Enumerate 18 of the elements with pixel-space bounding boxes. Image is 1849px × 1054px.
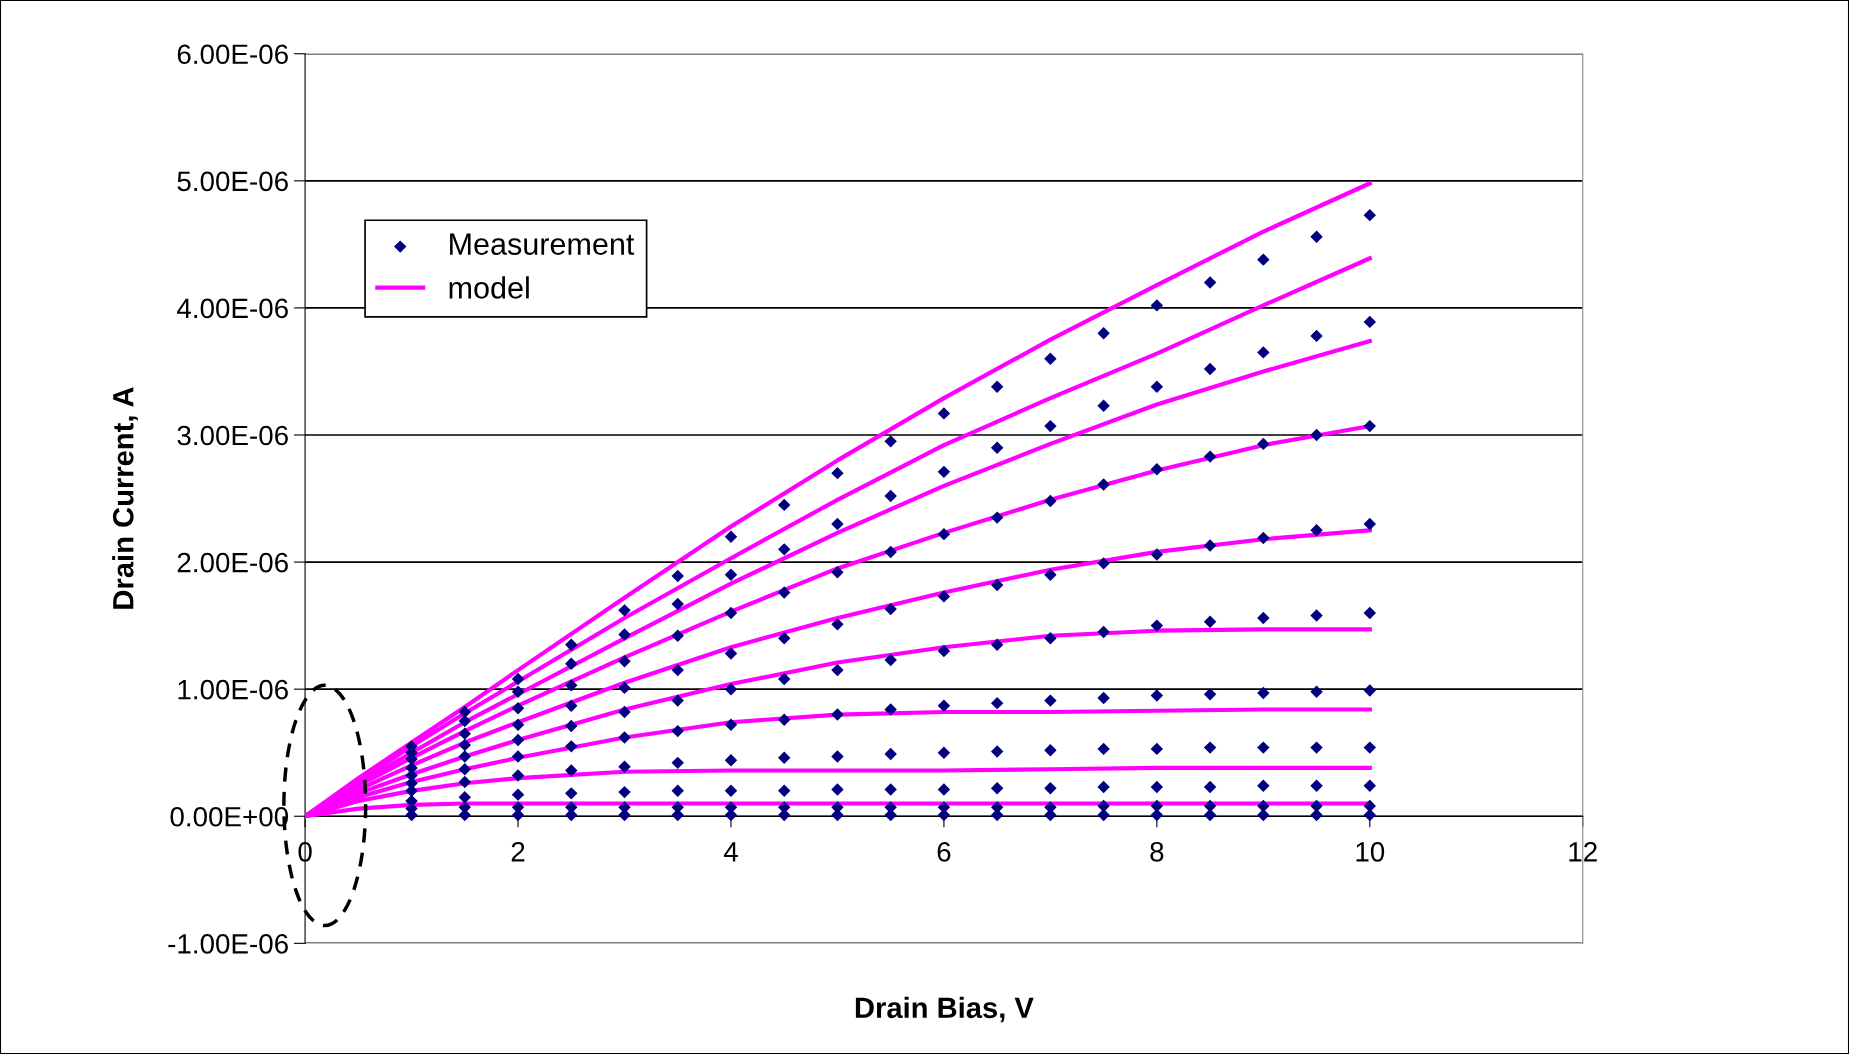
x-tick-label: 8 xyxy=(1150,841,1164,862)
y-tick-label: 5.00E-06 xyxy=(177,171,288,192)
x-tick-label: 12 xyxy=(1569,841,1597,862)
x-tick-label: 2 xyxy=(511,841,525,862)
y-tick-label: -1.00E-06 xyxy=(168,934,288,954)
y-axis-title: Drain Current, A xyxy=(112,387,138,609)
y-tick-label: 2.00E-06 xyxy=(177,552,288,573)
x-tick-label: 4 xyxy=(723,842,738,862)
legend-label: model xyxy=(449,276,529,299)
legend-label: Measurement xyxy=(450,233,635,255)
x-tick-label: 10 xyxy=(1356,841,1385,862)
y-tick-label: 3.00E-06 xyxy=(177,425,288,446)
y-tick-label: 4.00E-06 xyxy=(177,298,288,319)
y-tick-label: 6.00E-06 xyxy=(177,44,288,65)
x-tick-label: 6 xyxy=(937,841,951,862)
x-axis-title: Drain Bias, V xyxy=(855,996,1034,1023)
y-tick-label: 1.00E-06 xyxy=(178,679,288,700)
y-tick-label: 0.00E+00 xyxy=(170,806,289,827)
